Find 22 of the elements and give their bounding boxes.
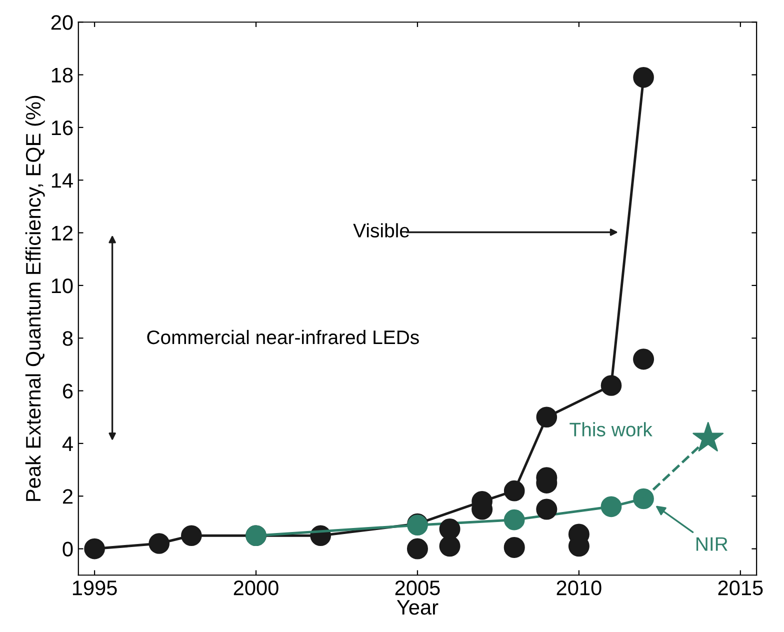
x-tick-label: 1995 bbox=[72, 580, 117, 596]
y-tick-label: 10 bbox=[52, 278, 73, 294]
y-tick-label: 20 bbox=[51, 15, 73, 30]
x-tick-label: 2010 bbox=[556, 580, 602, 596]
y-tick-label: 18 bbox=[52, 68, 73, 83]
y-tick-label: 4 bbox=[62, 436, 73, 451]
x-tick-label: 2000 bbox=[234, 580, 278, 596]
y-axis-title: Peak External Quantum Efficiency, EQE (%) bbox=[25, 96, 45, 501]
y-tick-label: 16 bbox=[52, 120, 73, 136]
x-tick-label: 2005 bbox=[395, 580, 440, 596]
x-tick-label: 2015 bbox=[718, 580, 763, 596]
y-tick-label: 8 bbox=[62, 331, 73, 346]
annotation: This work bbox=[570, 422, 652, 436]
annotation: NIR bbox=[696, 537, 728, 551]
y-tick-label: 6 bbox=[63, 384, 73, 399]
annotation: Visible bbox=[353, 223, 410, 238]
y-tick-label: 14 bbox=[52, 173, 73, 188]
x-axis-title: Year bbox=[396, 600, 438, 615]
y-tick-label: 2 bbox=[63, 489, 72, 504]
y-tick-label: 0 bbox=[62, 542, 73, 557]
annotation: Commercial near-infrared LEDs bbox=[147, 330, 419, 344]
y-tick-label: 12 bbox=[52, 226, 72, 240]
